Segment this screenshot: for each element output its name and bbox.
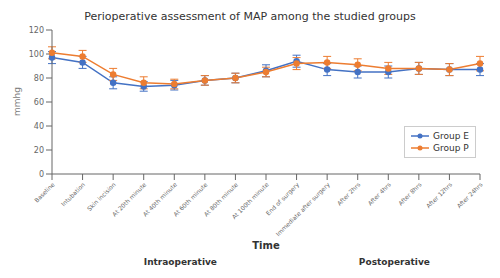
svg-text:At 80th minute: At 80th minute — [202, 180, 240, 218]
html-text:Perioperative assessment of MA: Perioperative assessment of MAP among th… — [84, 10, 416, 23]
svg-text:100: 100 — [29, 50, 44, 59]
svg-text:At 40th minute: At 40th minute — [141, 180, 178, 218]
svg-text:After 2hrs: After 2hrs — [336, 181, 362, 207]
svg-text:At 20th minute: At 20th minute — [110, 180, 148, 218]
svg-text:80: 80 — [34, 74, 44, 83]
svg-text:End of surgery: End of surgery — [264, 180, 301, 217]
svg-text:20: 20 — [34, 146, 44, 155]
svg-text:Intubation: Intubation — [60, 181, 87, 208]
svg-text:After 8hrs: After 8hrs — [397, 181, 423, 207]
html-text:Intraoperative: Intraoperative — [143, 257, 217, 267]
svg-text:After 12hrs: After 12hrs — [425, 181, 454, 210]
html-text:Time: Time — [252, 240, 280, 251]
svg-text:60: 60 — [34, 98, 44, 107]
svg-text:Skin incision: Skin incision — [85, 181, 117, 213]
svg-text:Baseline: Baseline — [33, 181, 56, 204]
svg-text:At 100th minute: At 100th minute — [230, 181, 270, 221]
svg-text:At 60th minute: At 60th minute — [171, 180, 209, 218]
svg-text:Immediate after surgery: Immediate after surgery — [274, 180, 332, 238]
svg-text:mmhg: mmhg — [12, 87, 22, 116]
svg-text:0: 0 — [39, 170, 44, 179]
svg-text:120: 120 — [29, 26, 44, 35]
svg-text:After 4hrs: After 4hrs — [366, 181, 392, 207]
html-text:Postoperative: Postoperative — [358, 257, 430, 267]
svg-text:40: 40 — [34, 122, 44, 131]
html-text:Group E: Group E — [433, 131, 469, 141]
html-text:Group P: Group P — [433, 143, 469, 153]
svg-text:After 24hrs: After 24hrs — [455, 181, 484, 210]
